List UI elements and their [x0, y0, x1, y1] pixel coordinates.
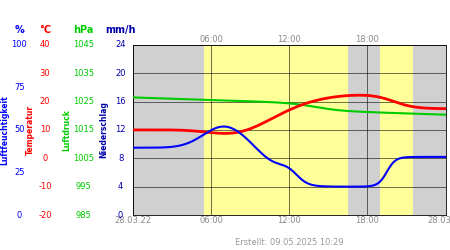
Text: 25: 25: [14, 168, 25, 177]
Text: °C: °C: [39, 25, 51, 35]
Text: 20: 20: [40, 97, 50, 106]
Text: Niederschlag: Niederschlag: [99, 102, 108, 158]
Text: Temperatur: Temperatur: [26, 105, 35, 155]
Text: Luftfeuchtigkeit: Luftfeuchtigkeit: [0, 95, 9, 165]
Bar: [348, 45, 380, 215]
Text: 0: 0: [42, 154, 48, 163]
Text: 1005: 1005: [73, 154, 94, 163]
Bar: [204, 45, 348, 215]
Text: -10: -10: [38, 182, 52, 191]
Text: 0: 0: [118, 210, 123, 220]
Text: 40: 40: [40, 40, 50, 50]
Text: 12: 12: [115, 126, 126, 134]
Text: hPa: hPa: [73, 25, 94, 35]
Text: -20: -20: [38, 210, 52, 220]
Text: 75: 75: [14, 83, 25, 92]
Text: 100: 100: [11, 40, 27, 50]
Bar: [413, 45, 446, 215]
Text: 20: 20: [115, 69, 126, 78]
Text: %: %: [14, 25, 24, 35]
Text: 995: 995: [76, 182, 91, 191]
Text: 8: 8: [118, 154, 123, 163]
Text: 1025: 1025: [73, 97, 94, 106]
Text: 4: 4: [118, 182, 123, 191]
Text: 1045: 1045: [73, 40, 94, 50]
Text: 10: 10: [40, 126, 50, 134]
Text: 24: 24: [115, 40, 126, 50]
Text: Erstellt: 09.05.2025 10:29: Erstellt: 09.05.2025 10:29: [235, 238, 343, 247]
Text: 0: 0: [17, 210, 22, 220]
Text: 1015: 1015: [73, 126, 94, 134]
Text: 30: 30: [40, 69, 50, 78]
Text: 1035: 1035: [73, 69, 94, 78]
Text: Luftdruck: Luftdruck: [62, 109, 71, 151]
Bar: [380, 45, 413, 215]
Bar: [133, 45, 204, 215]
Text: mm/h: mm/h: [105, 25, 136, 35]
Text: 16: 16: [115, 97, 126, 106]
Text: 50: 50: [14, 126, 25, 134]
Text: 985: 985: [75, 210, 91, 220]
